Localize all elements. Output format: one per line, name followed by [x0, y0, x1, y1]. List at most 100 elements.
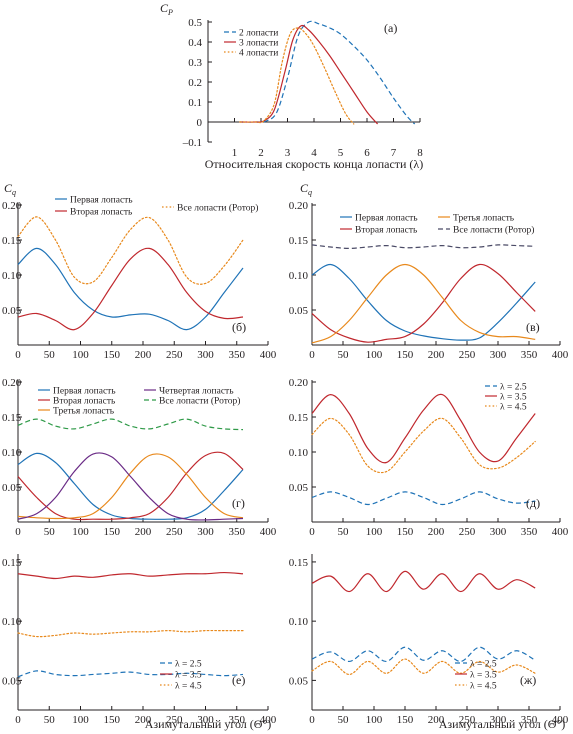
x-tick-label: 400: [260, 714, 277, 726]
series-line-g-2: [17, 453, 244, 520]
x-tick-label: 150: [104, 526, 121, 538]
y-tick-label: 0.15: [289, 235, 309, 247]
chart-panel-e: 0 50 100 150 200 250 300 350 400 0.05 0.10 0.15 Азим…: [2, 554, 277, 731]
y-tick-label: 0.05: [289, 305, 309, 317]
y-axis-label: Cq: [4, 181, 16, 197]
legend-label: λ = 3.5: [175, 671, 202, 681]
y-tick-label: 0.10: [2, 270, 22, 282]
x-tick-label: 400: [260, 526, 277, 538]
legend-label: 4 лопасти: [239, 49, 278, 59]
x-tick-label: 0: [15, 714, 21, 726]
y-tick-label: 0.10: [2, 447, 22, 459]
x-tick-label: 0: [309, 526, 315, 538]
y-tick-label: 0.20: [289, 200, 309, 212]
legend-label: Четвертая лопасть: [159, 387, 234, 397]
x-tick-label: 250: [166, 714, 183, 726]
x-tick-label: 100: [72, 526, 89, 538]
y-axis-label: CP: [160, 1, 173, 17]
panel-label: (д): [526, 496, 540, 510]
chart-panel-g: 0 50 100 150 200 250 300 350 400 0.05 0.10 0.15 0.20…: [2, 377, 277, 538]
panel-label: (а): [384, 21, 397, 35]
legend-label: 3 лопасти: [239, 39, 278, 49]
x-tick-label: 50: [338, 714, 350, 726]
chart-panel-b: 0 50 100 150 200 250 300 350 400 0.05 0.10 0.15 0.20…: [2, 181, 277, 361]
y-tick-label: 0.20: [289, 377, 309, 389]
legend-label: λ = 3.5: [470, 671, 497, 681]
panel-label: (в): [526, 320, 540, 334]
chart-panel-d: 0 50 100 150 200 250 300 350 400 0.05 0.10 0.15 0.20…: [289, 377, 569, 538]
x-tick-label: 200: [428, 349, 445, 361]
x-axis-label: Азимутальный угол (Θ°): [439, 717, 566, 731]
x-axis-label: Азимутальный угол (Θ°): [145, 717, 272, 731]
x-tick-label: 5: [338, 147, 344, 159]
y-tick-label: 0.05: [2, 305, 22, 317]
x-tick-label: 50: [44, 714, 56, 726]
legend-label: λ = 4.5: [470, 682, 497, 692]
y-tick-label: 0.05: [289, 482, 309, 494]
legend-label: Первая лопасть: [53, 387, 116, 397]
series-line-zh-0: [311, 646, 536, 663]
legend-label: λ = 2.5: [500, 383, 527, 393]
y-tick-label: 0.4: [188, 37, 202, 49]
y-axis-label-sub: P: [167, 8, 173, 17]
series-line-a-2: [239, 27, 355, 125]
x-tick-label: 150: [397, 526, 414, 538]
legend-label: λ = 3.5: [500, 393, 527, 403]
y-tick-label: 0.2: [188, 77, 202, 89]
x-tick-label: 50: [338, 349, 350, 361]
x-tick-label: 300: [490, 714, 507, 726]
y-tick-label: 0.10: [289, 447, 309, 459]
legend-label: Вторая лопасть: [70, 208, 133, 218]
y-tick-label: 0.15: [289, 557, 309, 569]
x-tick-label: 100: [72, 714, 89, 726]
panel-label: (ж): [520, 673, 536, 687]
series-line-b-2: [17, 216, 244, 285]
x-tick-label: 400: [260, 349, 277, 361]
x-tick-label: 300: [490, 526, 507, 538]
x-tick-label: 0: [15, 526, 21, 538]
legend-label: Вторая лопасть: [53, 397, 116, 407]
y-tick-label: 0.3: [188, 57, 202, 69]
y-tick-label: 0.5: [188, 17, 202, 29]
series-line-a-1: [239, 24, 379, 125]
x-tick-label: 350: [229, 526, 246, 538]
x-tick-label: 100: [72, 349, 89, 361]
x-tick-label: 250: [459, 714, 476, 726]
series-line-d-0: [311, 491, 536, 506]
y-tick-label: 0.10: [289, 270, 309, 282]
x-tick-label: 150: [397, 349, 414, 361]
y-tick-label: 0.10: [289, 616, 309, 628]
x-tick-label: 300: [490, 349, 507, 361]
series-line-b-1: [17, 247, 244, 331]
x-tick-label: 300: [197, 526, 214, 538]
panel-label: (г): [232, 496, 245, 510]
legend-label: Все лопасти (Ротор): [177, 203, 258, 214]
y-tick-label: 0.15: [2, 235, 22, 247]
x-tick-label: 400: [552, 714, 569, 726]
x-tick-label: 3: [285, 147, 291, 159]
legend-label: Третья лопасть: [453, 214, 515, 224]
x-tick-label: 100: [366, 714, 383, 726]
series-line-g-3: [17, 452, 244, 521]
x-tick-label: 150: [397, 714, 414, 726]
x-tick-label: 8: [417, 147, 423, 159]
x-tick-label: 350: [229, 349, 246, 361]
x-tick-label: 50: [44, 526, 56, 538]
x-tick-label: 350: [521, 526, 538, 538]
x-tick-label: 150: [104, 349, 121, 361]
y-axis-label: Cq: [300, 181, 312, 197]
series-line-v-2: [311, 263, 536, 344]
x-tick-label: 100: [366, 349, 383, 361]
legend-label: Все лопасти (Ротор): [453, 225, 534, 236]
series-line-d-2: [311, 417, 536, 474]
panel-label: (б): [232, 320, 246, 334]
series-line-a-0: [239, 20, 416, 125]
legend-label: λ = 4.5: [500, 403, 527, 413]
x-tick-label: 0: [309, 714, 315, 726]
y-tick-label: 0.10: [2, 616, 22, 628]
legend-label: λ = 2.5: [175, 660, 202, 670]
x-tick-label: 250: [459, 349, 476, 361]
x-tick-label: 300: [197, 714, 214, 726]
chart-panel-a: 1 2 3 4 5 6 7 8 –0.1 0 0.1 0.2 0.3 0.4 0.5 CP Относитель…: [160, 1, 423, 171]
legend-label: Первая лопасть: [70, 196, 133, 206]
